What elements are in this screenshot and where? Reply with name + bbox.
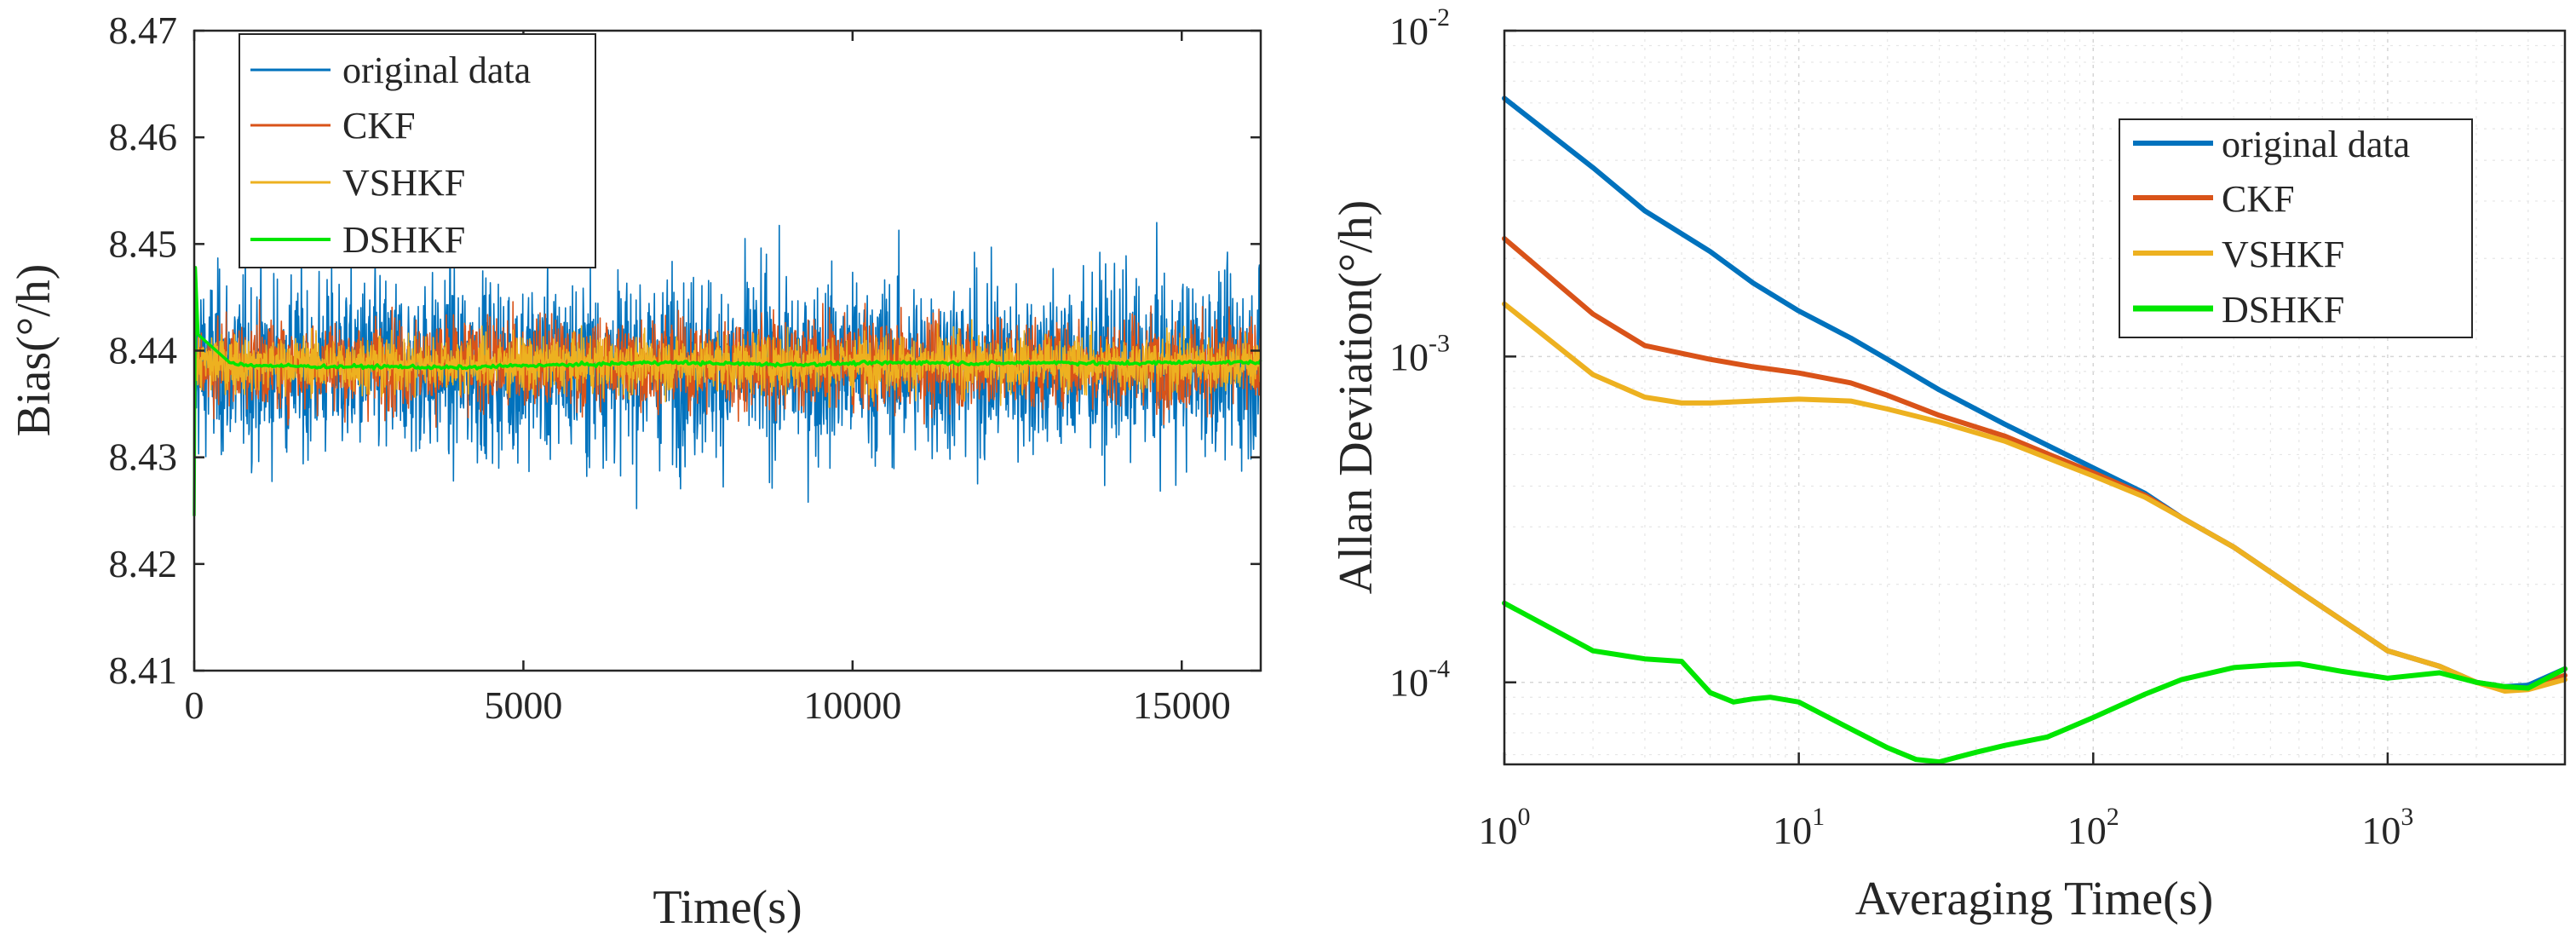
legend-box-right <box>2119 118 2473 338</box>
legend-box-left <box>239 33 596 268</box>
x-tick-label-right: 102 <box>2067 803 2119 852</box>
legend-label-ckf-right: CKF <box>2222 178 2295 220</box>
y-tick-label-left: 8.43 <box>109 435 178 479</box>
y-tick-label-right: 10-2 <box>1389 3 1450 53</box>
legend-right: original data CKF VSHKF DSHKF <box>2119 118 2473 338</box>
right-series-group <box>1502 95 2567 765</box>
y-tick-label-left: 8.44 <box>109 329 178 372</box>
x-tick-label-left: 5000 <box>484 683 562 727</box>
y-axis-label-right: Allan Deviation(°/h) <box>1330 200 1383 595</box>
legend-label-original-data: original data <box>342 49 531 91</box>
axes-frame-right <box>1503 29 2567 766</box>
y-tick-label-right: 10-4 <box>1389 655 1450 705</box>
y-tick-label-left: 8.42 <box>109 542 178 585</box>
allan-deviation-chart: 100 101 102 103 10-4 10-3 10-2 Averaging Time(… <box>1330 3 2567 925</box>
x-tick-label-right: 103 <box>2361 803 2413 852</box>
y-tick-label-right: 10-3 <box>1389 329 1450 378</box>
series-line-left-dshkf <box>193 266 1262 516</box>
legend-label-vshkf-right: VSHKF <box>2222 233 2344 275</box>
x-tick-label-left: 15000 <box>1133 683 1231 727</box>
y-axis-label-left: Bias(°/h) <box>8 264 60 437</box>
x-tick-label-left: 10000 <box>803 683 901 727</box>
series-line-right-dshkf <box>1502 600 2567 765</box>
legend-label-original-data-right: original data <box>2222 124 2410 165</box>
x-tick-label-right: 101 <box>1773 803 1825 852</box>
x-tick-label-left: 0 <box>185 683 204 727</box>
x-tick-label-right: 100 <box>1479 803 1531 852</box>
legend-label-dshkf-right: DSHKF <box>2222 289 2344 331</box>
y-tick-label-left: 8.46 <box>109 115 178 158</box>
y-tick-label-left: 8.47 <box>109 9 178 52</box>
series-line-right-vshkf <box>1502 301 2567 694</box>
legend-label-dshkf: DSHKF <box>342 219 465 261</box>
y-tick-label-left: 8.41 <box>109 648 178 692</box>
left-series-group <box>193 222 1262 516</box>
x-axis-label-right: Averaging Time(s) <box>1855 873 2214 925</box>
x-axis-label-left: Time(s) <box>653 881 802 934</box>
legend-left: original data CKF VSHKF DSHKF <box>239 33 596 268</box>
legend-label-ckf: CKF <box>342 105 416 147</box>
legend-label-vshkf: VSHKF <box>342 162 465 204</box>
y-tick-label-left: 8.45 <box>109 222 178 265</box>
left-tick-group: 0 5000 10000 15000 8.41 8.42 8.43 8.44 8.45 8.46 8… <box>109 9 1261 727</box>
right-tick-group: 100 101 102 103 10-4 10-3 10-2 <box>1389 3 2413 852</box>
bias-time-chart: 0 5000 10000 15000 8.41 8.42 8.43 8.44 8.45 8.46 8… <box>8 9 1262 934</box>
